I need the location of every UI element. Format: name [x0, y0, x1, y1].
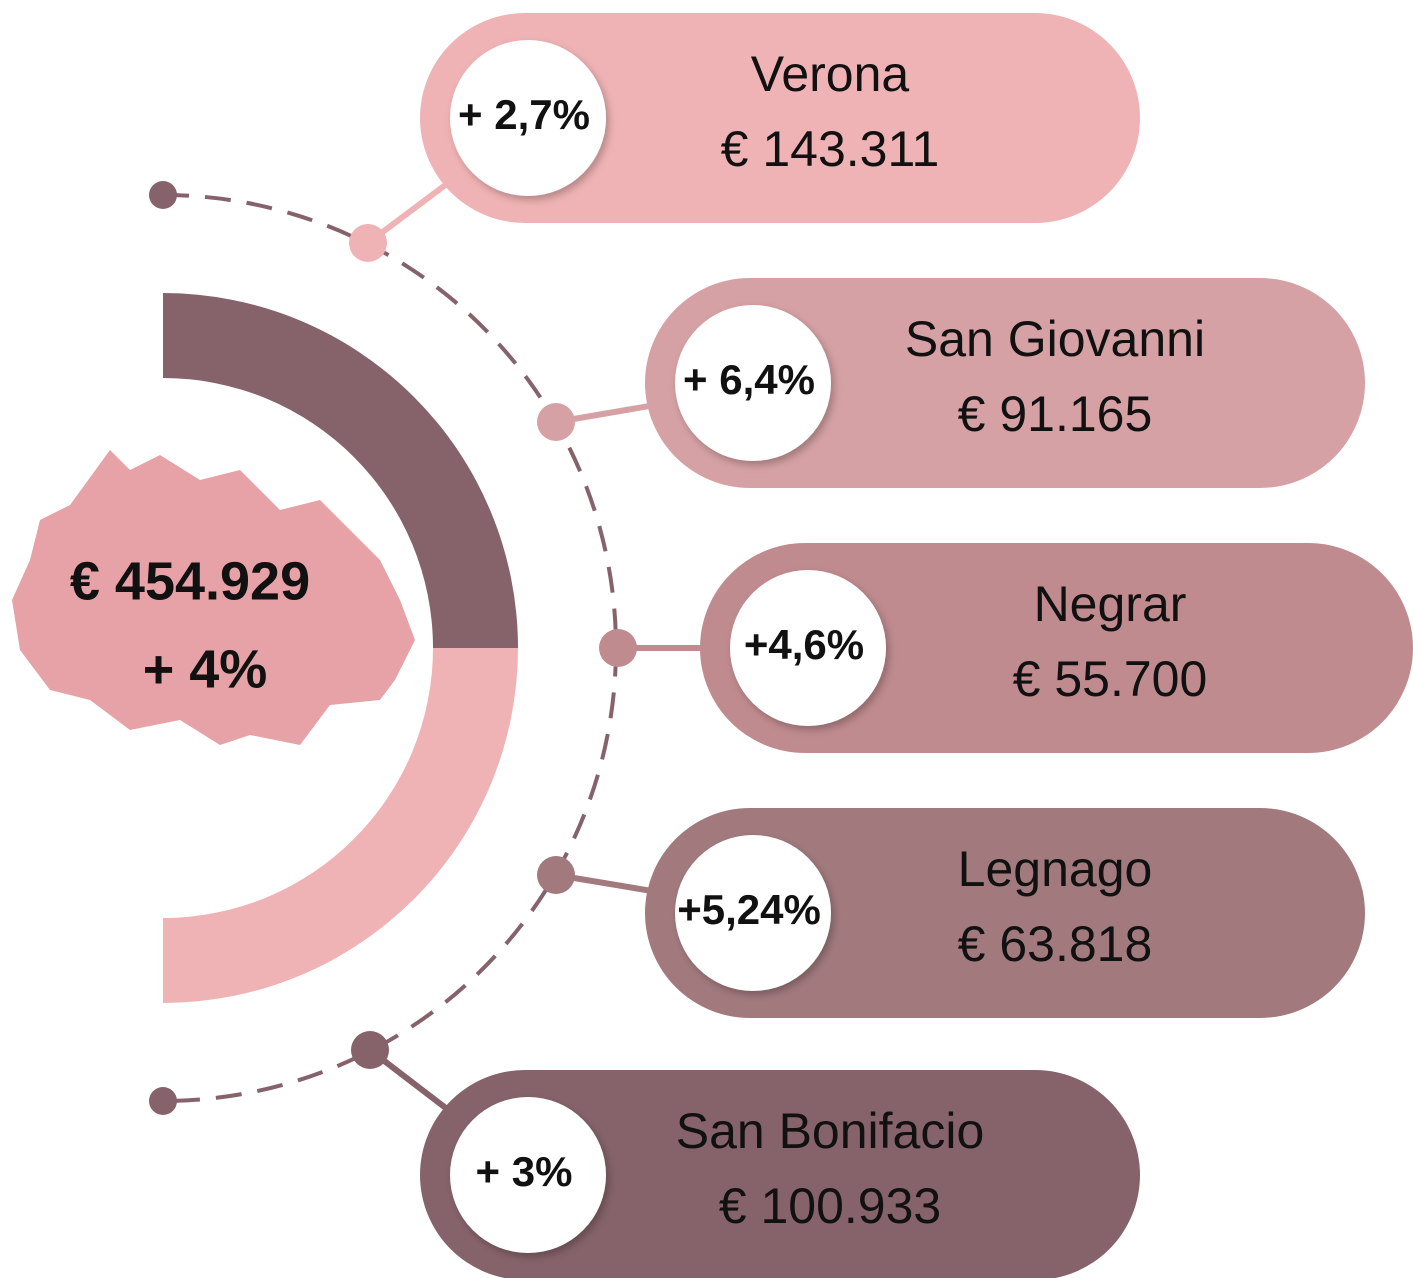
location-name: San Bonifacio: [676, 1103, 985, 1159]
change: + 2,7%: [458, 91, 590, 138]
location-amount: € 100.933: [719, 1178, 941, 1234]
location-amount: € 91.165: [958, 386, 1153, 442]
arc-dot: [537, 403, 575, 441]
total-amount: € 454.929: [70, 551, 310, 611]
location-amount: € 55.700: [1013, 651, 1208, 707]
change: + 3%: [476, 1148, 573, 1195]
infographic: € 454.929 + 4% + 2,7% Verona € 143.311 + 6,…: [0, 0, 1413, 1278]
arc-dot: [537, 856, 575, 894]
location-name: Verona: [751, 46, 910, 102]
arc-end: [149, 1087, 177, 1115]
location-amount: € 143.311: [721, 121, 940, 177]
change: +5,24%: [677, 886, 821, 933]
arc-dot: [349, 224, 387, 262]
arc-end: [149, 181, 177, 209]
location-name: Legnago: [958, 841, 1153, 897]
total-change: + 4%: [143, 639, 268, 699]
location-name: San Giovanni: [905, 311, 1205, 367]
arc-dot: [599, 629, 637, 667]
arc-dot: [351, 1031, 389, 1069]
change: +4,6%: [744, 621, 864, 668]
change: + 6,4%: [683, 356, 815, 403]
location-name: Negrar: [1034, 576, 1187, 632]
location-amount: € 63.818: [958, 916, 1153, 972]
